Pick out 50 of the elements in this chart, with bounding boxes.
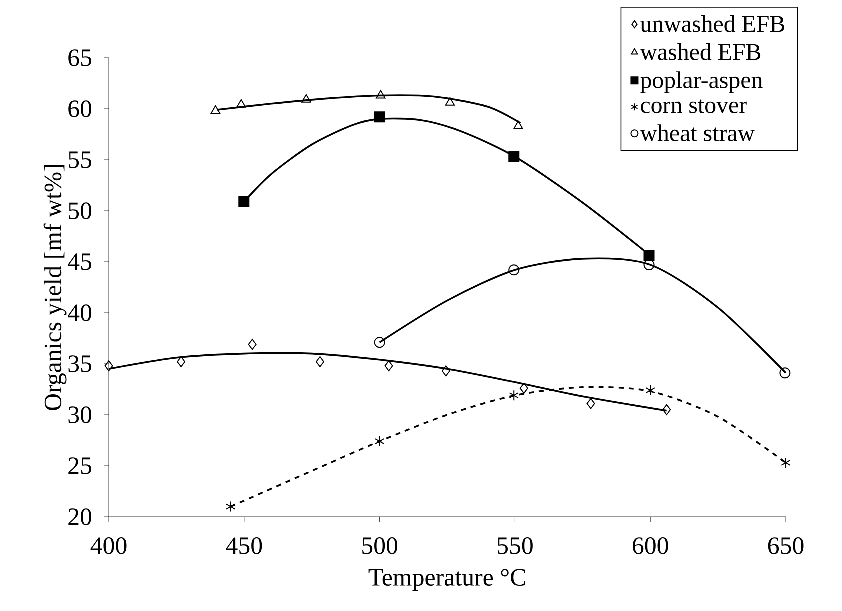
point [248, 339, 257, 350]
y-tick-label: 35 [68, 356, 92, 372]
point [662, 404, 672, 416]
legend-label: wheat straw [640, 124, 755, 142]
y-tick-label: 20 [68, 508, 92, 526]
legend-label: washed EFB [640, 44, 761, 60]
y-axis-title: Organics yield [mf wt%] [44, 165, 67, 410]
point [644, 250, 655, 262]
point [316, 356, 324, 368]
point [236, 99, 246, 108]
point [445, 97, 456, 106]
point [384, 360, 394, 372]
point [509, 390, 519, 402]
y-tick-label: 55 [69, 152, 92, 168]
y-tick-label: 45 [68, 254, 92, 270]
point [374, 337, 386, 348]
point [520, 382, 528, 394]
y-tick-label: 30 [68, 406, 92, 424]
point [302, 94, 312, 103]
legend-label: poplar-aspen [640, 72, 763, 94]
x-tick-label: 600 [632, 538, 668, 554]
point [374, 436, 385, 448]
point [646, 385, 656, 396]
point [238, 196, 250, 208]
point [210, 106, 221, 114]
point [780, 368, 791, 379]
point [104, 360, 114, 372]
point [177, 356, 186, 368]
x-tick-label: 450 [226, 538, 262, 554]
point [586, 398, 596, 410]
y-tick-label: 60 [68, 100, 92, 118]
point [374, 112, 386, 123]
x-tick-label: 400 [90, 538, 127, 554]
point [226, 501, 236, 512]
y-tick-label: 65 [68, 50, 92, 66]
x-tick-label: 650 [768, 538, 804, 554]
y-tick-label: 40 [68, 304, 92, 322]
point [442, 366, 450, 377]
point [508, 151, 520, 162]
y-tick-label: 50 [69, 202, 92, 220]
legend-label: corn stover [641, 100, 747, 114]
point [508, 264, 520, 276]
point [376, 90, 386, 99]
x-tick-label: 550 [498, 538, 533, 554]
legend-label: unwashed EFB [640, 15, 784, 32]
x-axis-title: Temperature °C [368, 569, 526, 592]
y-tick-label: 25 [68, 458, 92, 474]
point [781, 457, 791, 468]
x-tick-label: 500 [362, 538, 398, 554]
point [644, 260, 655, 271]
